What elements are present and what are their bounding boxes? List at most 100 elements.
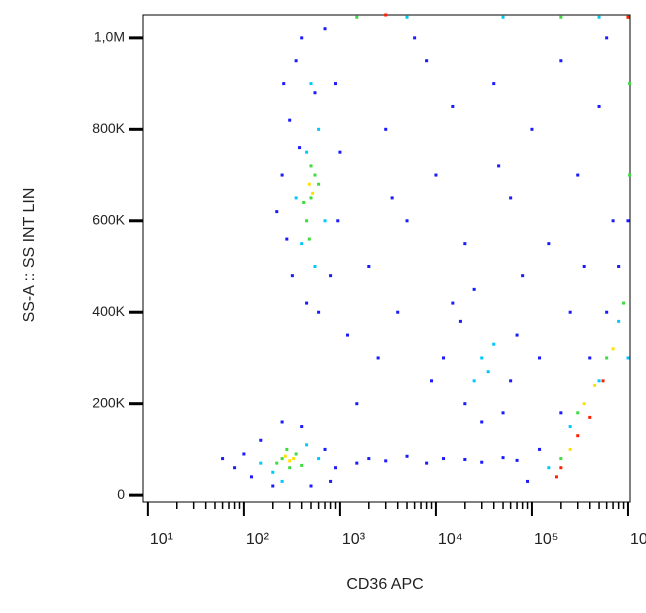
point: [568, 425, 572, 429]
point: [285, 237, 289, 241]
point: [492, 342, 496, 346]
point: [334, 466, 338, 470]
point: [384, 127, 388, 131]
point: [626, 15, 630, 19]
point: [486, 370, 490, 374]
point: [313, 265, 317, 269]
point: [622, 301, 626, 305]
point: [329, 479, 333, 483]
point: [568, 447, 572, 451]
point: [294, 452, 298, 456]
y-tick-label: 800K: [92, 120, 125, 136]
point: [547, 242, 551, 246]
point: [307, 237, 311, 241]
point: [317, 310, 321, 314]
point: [280, 457, 284, 461]
point: [302, 200, 306, 204]
point: [355, 461, 359, 465]
point: [497, 164, 501, 168]
point: [492, 82, 496, 86]
point: [547, 466, 551, 470]
point: [559, 59, 563, 63]
point: [294, 196, 298, 200]
point: [582, 402, 586, 406]
y-tick-label: 200K: [92, 394, 125, 410]
point: [597, 379, 601, 383]
point: [605, 310, 609, 314]
point: [384, 13, 388, 17]
point: [376, 356, 380, 360]
point: [300, 242, 304, 246]
y-tick-label: 0: [117, 486, 125, 502]
point: [305, 301, 309, 305]
point: [509, 379, 513, 383]
point: [271, 484, 275, 488]
point: [626, 219, 630, 223]
point: [313, 173, 317, 177]
point: [280, 479, 284, 483]
point: [285, 447, 289, 451]
point: [526, 479, 530, 483]
point: [538, 356, 542, 360]
point: [425, 461, 429, 465]
point: [309, 82, 313, 86]
point: [472, 287, 476, 291]
point: [288, 466, 292, 470]
y-tick-label: 400K: [92, 303, 125, 319]
point: [509, 196, 513, 200]
point: [305, 219, 309, 223]
point: [463, 457, 467, 461]
point: [300, 36, 304, 40]
point: [434, 173, 438, 177]
point: [334, 82, 338, 86]
point: [249, 475, 253, 479]
point: [501, 411, 505, 415]
point: [300, 425, 304, 429]
point: [317, 127, 321, 131]
point: [283, 454, 287, 458]
point: [501, 15, 505, 19]
point: [282, 82, 286, 86]
point: [405, 15, 409, 19]
point: [317, 182, 321, 186]
point: [425, 59, 429, 63]
point: [323, 219, 327, 223]
point: [568, 310, 572, 314]
point: [451, 301, 455, 305]
x-tick-label: 10⁶: [630, 531, 646, 548]
y-tick-label: 1,0M: [94, 29, 125, 45]
x-tick-label: 10¹: [150, 531, 173, 548]
point: [611, 219, 615, 223]
point: [338, 150, 342, 154]
point: [396, 310, 400, 314]
point: [617, 265, 621, 269]
point: [311, 191, 315, 195]
point: [307, 182, 311, 186]
point: [593, 383, 597, 387]
point: [597, 104, 601, 108]
point: [559, 411, 563, 415]
point: [442, 457, 446, 461]
x-tick-label: 10²: [246, 531, 270, 548]
point: [288, 459, 292, 463]
point: [628, 82, 632, 86]
x-tick-label: 10⁵: [534, 531, 558, 548]
point: [317, 457, 321, 461]
point: [472, 379, 476, 383]
point: [442, 356, 446, 360]
point: [405, 454, 409, 458]
point: [300, 463, 304, 467]
x-tick-label: 10⁴: [438, 531, 463, 548]
point: [501, 456, 505, 460]
point: [480, 460, 484, 464]
point: [605, 36, 609, 40]
point: [413, 36, 417, 40]
point: [626, 356, 630, 360]
point: [346, 333, 350, 337]
point: [430, 379, 434, 383]
point: [559, 466, 563, 470]
x-axis-label: CD36 APC: [346, 576, 423, 593]
point: [628, 173, 632, 177]
